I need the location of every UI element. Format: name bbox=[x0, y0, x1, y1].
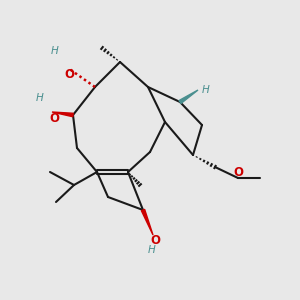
Text: O: O bbox=[150, 235, 160, 248]
Polygon shape bbox=[52, 112, 73, 117]
Text: O: O bbox=[64, 68, 74, 80]
Text: O: O bbox=[233, 167, 243, 179]
Text: O: O bbox=[49, 112, 59, 124]
Text: H: H bbox=[51, 46, 59, 56]
Text: H: H bbox=[148, 245, 156, 255]
Polygon shape bbox=[179, 90, 198, 104]
Polygon shape bbox=[141, 209, 153, 235]
Text: H: H bbox=[36, 93, 44, 103]
Text: H: H bbox=[202, 85, 210, 95]
